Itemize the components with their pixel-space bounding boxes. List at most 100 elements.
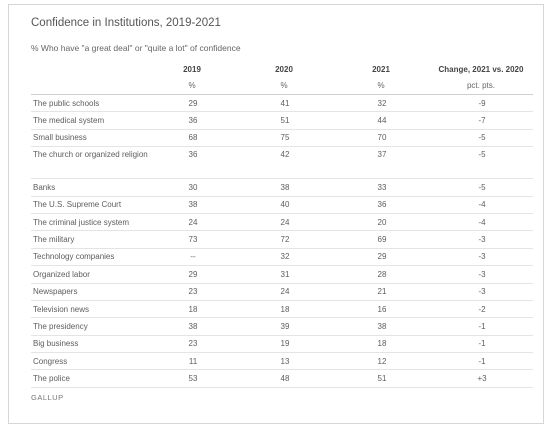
table-cell: 38: [149, 317, 235, 336]
table-cell: 28: [333, 265, 429, 284]
table-cell: 44: [333, 111, 429, 130]
table-row: The criminal justice system 24 24 20 -4: [31, 213, 533, 232]
table-cell: -5: [429, 178, 533, 197]
table-cell: 16: [333, 300, 429, 319]
table-cell: 70: [333, 129, 429, 148]
row-label: The presidency: [31, 317, 149, 336]
table-cell: --: [149, 248, 235, 267]
table-cell: 32: [333, 94, 429, 113]
table-row: The U.S. Supreme Court 38 40 36 -4: [31, 196, 533, 214]
table-cell: 31: [235, 265, 333, 284]
table-cell: 33: [333, 178, 429, 197]
table-row: The public schools 29 41 32 -9: [31, 94, 533, 113]
column-unit: pct. pts.: [429, 77, 533, 95]
column-header: 2021: [372, 64, 390, 74]
column-header: 2019: [183, 64, 201, 74]
table-cell: -7: [429, 111, 533, 130]
table-cell: 38: [333, 317, 429, 336]
table-cell: 29: [149, 265, 235, 284]
table-row: Newspapers 23 24 21 -3: [31, 283, 533, 301]
table-cell: 37: [333, 146, 429, 180]
row-label: The U.S. Supreme Court: [31, 196, 149, 214]
table-cell: 32: [235, 248, 333, 267]
header-label-empty: [31, 61, 149, 77]
table-cell: 39: [235, 317, 333, 336]
row-label: Organized labor: [31, 265, 149, 284]
column-unit: %: [333, 77, 429, 95]
units-row: % % % pct. pts.: [31, 77, 533, 95]
table-cell: 24: [149, 213, 235, 232]
table-cell: 53: [149, 369, 235, 388]
row-label: Television news: [31, 300, 149, 319]
table-row: Small business 68 75 70 -5: [31, 129, 533, 148]
table-cell: 30: [149, 178, 235, 197]
row-label: The public schools: [31, 94, 149, 113]
table-cell: +3: [429, 369, 533, 388]
table-cell: -1: [429, 352, 533, 371]
table-cell: 36: [149, 146, 235, 180]
table-row: The police 53 48 51 +3: [31, 369, 533, 388]
table-cell: -2: [429, 300, 533, 319]
table-body: The public schools 29 41 32 -9 The medical sy…: [31, 94, 533, 388]
table-cell: 13: [235, 352, 333, 371]
source-label: GALLUP: [31, 393, 64, 402]
table-cell: 48: [235, 369, 333, 388]
table-row: Banks 30 38 33 -5: [31, 178, 533, 197]
table-cell: 41: [235, 94, 333, 113]
header-row: 2019 2020 2021 Change, 2021 vs. 2020: [31, 61, 533, 77]
column-unit: %: [235, 77, 333, 95]
table-cell: 40: [235, 196, 333, 214]
table-row: Television news 18 18 16 -2: [31, 300, 533, 319]
table-cell: 21: [333, 283, 429, 301]
table-row: The church or organized religion 36 42 37 -5: [31, 146, 533, 180]
table-cell: -3: [429, 265, 533, 284]
table-cell: 24: [235, 283, 333, 301]
table-cell: 75: [235, 129, 333, 148]
row-label: The military: [31, 230, 149, 249]
table-card: Confidence in Institutions, 2019-2021 % …: [8, 4, 544, 424]
table-cell: -5: [429, 146, 533, 180]
table-row: Congress 11 13 12 -1: [31, 352, 533, 371]
row-label: The criminal justice system: [31, 213, 149, 232]
row-label: Big business: [31, 335, 149, 354]
page-title: Confidence in Institutions, 2019-2021: [31, 17, 221, 29]
row-label: Technology companies: [31, 248, 149, 267]
table-cell: -1: [429, 335, 533, 354]
column-header: 2020: [275, 64, 293, 74]
table-row: The medical system 36 51 44 -7: [31, 111, 533, 130]
table-row: Organized labor 29 31 28 -3: [31, 265, 533, 284]
table-cell: 18: [149, 300, 235, 319]
table-cell: 51: [333, 369, 429, 388]
row-label: Congress: [31, 352, 149, 371]
table-row: Big business 23 19 18 -1: [31, 335, 533, 354]
table-cell: 51: [235, 111, 333, 130]
table-cell: 23: [149, 283, 235, 301]
table-cell: 18: [333, 335, 429, 354]
table-cell: -3: [429, 230, 533, 249]
table-cell: -4: [429, 196, 533, 214]
row-label: Small business: [31, 129, 149, 148]
column-unit: %: [149, 77, 235, 95]
table-cell: 11: [149, 352, 235, 371]
units-label-empty: [31, 77, 149, 95]
row-label: The medical system: [31, 111, 149, 130]
table-cell: 72: [235, 230, 333, 249]
column-header: Change, 2021 vs. 2020: [438, 64, 524, 74]
table-cell: 42: [235, 146, 333, 180]
table-row: The military 73 72 69 -3: [31, 230, 533, 249]
table-cell: 69: [333, 230, 429, 249]
table-cell: -5: [429, 129, 533, 148]
table-cell: 12: [333, 352, 429, 371]
table-cell: 23: [149, 335, 235, 354]
row-label: Banks: [31, 178, 149, 197]
table-cell: -9: [429, 94, 533, 113]
table-row: The presidency 38 39 38 -1: [31, 317, 533, 336]
table-cell: 73: [149, 230, 235, 249]
data-table: 2019 2020 2021 Change, 2021 vs. 2020 % %…: [31, 61, 533, 388]
table-cell: 19: [235, 335, 333, 354]
table-cell: -3: [429, 248, 533, 267]
table-cell: 36: [333, 196, 429, 214]
table-cell: 36: [149, 111, 235, 130]
table-cell: 24: [235, 213, 333, 232]
table-cell: 38: [235, 178, 333, 197]
